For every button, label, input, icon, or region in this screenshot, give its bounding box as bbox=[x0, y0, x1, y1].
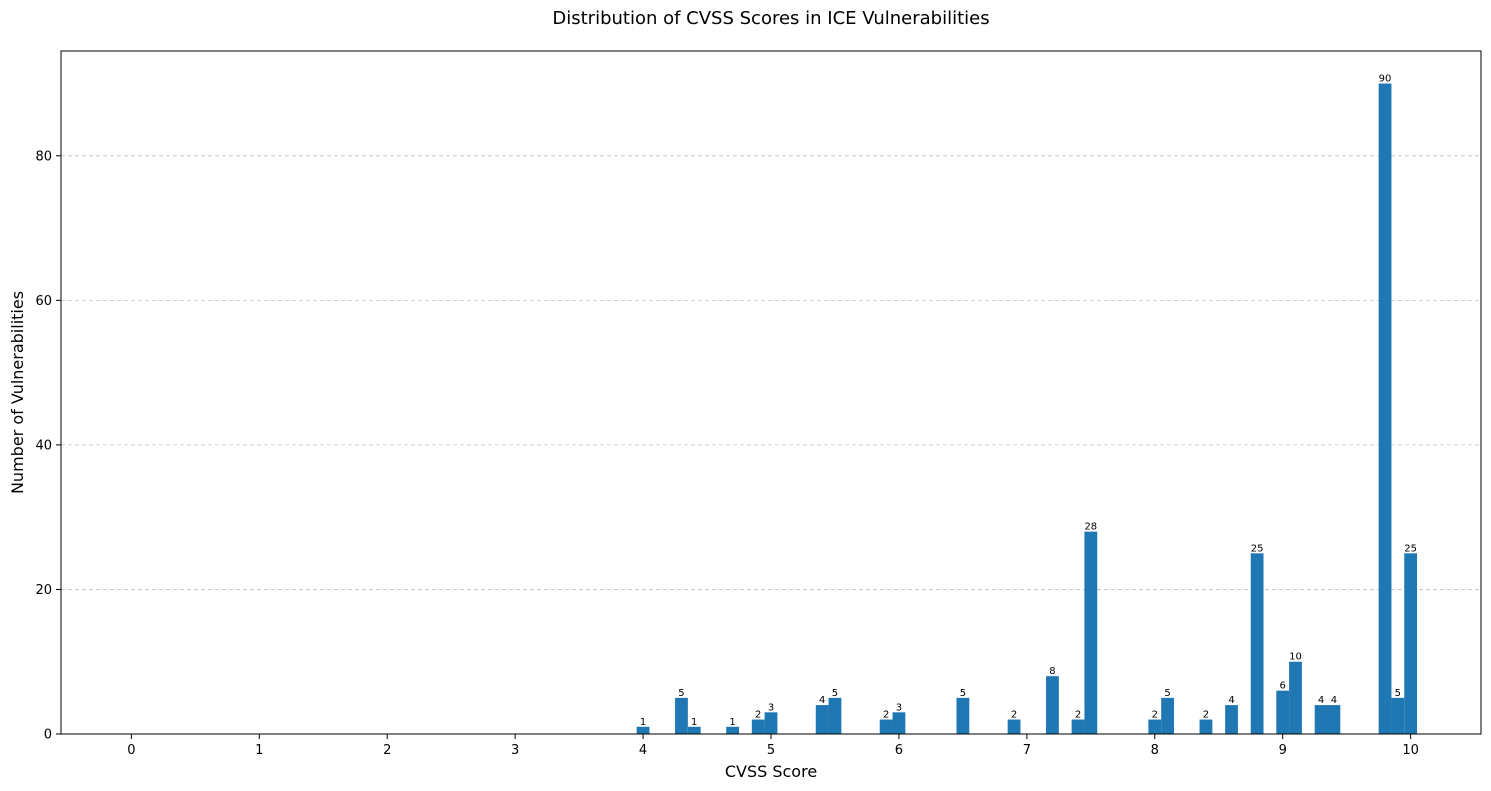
bar-value-label: 8 bbox=[1049, 666, 1055, 677]
bar-value-label: 2 bbox=[1152, 710, 1158, 721]
x-tick-label: 7 bbox=[1023, 743, 1031, 758]
bar bbox=[1314, 705, 1328, 734]
bar-value-label: 2 bbox=[1011, 710, 1017, 721]
x-tick-label: 3 bbox=[511, 743, 519, 758]
x-tick-label: 4 bbox=[639, 743, 647, 758]
x-tick-label: 2 bbox=[383, 743, 391, 758]
y-tick-label: 0 bbox=[44, 728, 52, 743]
bar bbox=[687, 726, 701, 734]
x-tick-label: 9 bbox=[1279, 743, 1287, 758]
bar-value-label: 25 bbox=[1251, 543, 1264, 554]
chart-title: Distribution of CVSS Scores in ICE Vulne… bbox=[552, 8, 989, 29]
y-axis-label: Number of Vulnerabilities bbox=[8, 291, 27, 494]
bar bbox=[1046, 676, 1059, 734]
bar-value-label: 1 bbox=[691, 717, 697, 728]
bars-group bbox=[636, 83, 1418, 735]
bar bbox=[956, 697, 970, 734]
x-tick-label: 10 bbox=[1402, 743, 1419, 758]
bar bbox=[1391, 697, 1405, 734]
x-tick-label: 1 bbox=[255, 743, 263, 758]
bar-value-label: 2 bbox=[1203, 710, 1209, 721]
x-tick-label: 8 bbox=[1151, 743, 1159, 758]
bar-value-label: 25 bbox=[1404, 543, 1417, 554]
x-tick-label: 0 bbox=[127, 743, 135, 758]
bar bbox=[1289, 661, 1302, 734]
bar bbox=[751, 719, 765, 734]
bar bbox=[1071, 719, 1085, 734]
bar-value-label: 2 bbox=[1075, 710, 1081, 721]
bar-value-label: 5 bbox=[960, 688, 966, 699]
bar-value-label: 4 bbox=[819, 695, 825, 706]
bar-value-label: 5 bbox=[1395, 688, 1401, 699]
y-grid bbox=[61, 155, 1481, 590]
bar bbox=[1084, 531, 1098, 734]
bar-value-label: 1 bbox=[640, 717, 646, 728]
bar bbox=[675, 697, 688, 734]
bar bbox=[815, 705, 829, 734]
x-tick-label: 6 bbox=[895, 743, 903, 758]
bar bbox=[1225, 705, 1238, 734]
bar bbox=[1327, 705, 1341, 734]
bar bbox=[1007, 719, 1021, 734]
bar-value-label: 6 bbox=[1280, 681, 1286, 692]
x-axis-ticks: 0 1 2 3 4 5 6 7 8 9 10 bbox=[127, 734, 1419, 758]
x-axis-label: CVSS Score bbox=[725, 762, 817, 781]
bar bbox=[879, 719, 893, 734]
y-tick-label: 40 bbox=[35, 438, 52, 453]
bar bbox=[1199, 719, 1213, 734]
bar-value-label: 4 bbox=[1331, 695, 1337, 706]
bar-value-label: 1 bbox=[729, 717, 735, 728]
y-axis-ticks: 0 20 40 60 80 bbox=[35, 149, 61, 743]
bar bbox=[828, 697, 842, 734]
bar bbox=[1250, 553, 1264, 734]
bar-value-label: 3 bbox=[768, 702, 774, 713]
y-tick-label: 80 bbox=[35, 149, 52, 164]
bar-value-label: 5 bbox=[832, 688, 838, 699]
bar bbox=[764, 712, 778, 734]
bar-value-label: 2 bbox=[755, 710, 761, 721]
bar bbox=[1148, 719, 1162, 734]
bar-value-label: 90 bbox=[1379, 74, 1392, 85]
bar-value-label: 2 bbox=[883, 710, 889, 721]
bar-value-label: 4 bbox=[1318, 695, 1324, 706]
y-tick-label: 60 bbox=[35, 294, 52, 309]
bar-value-label: 10 bbox=[1289, 652, 1302, 663]
bar bbox=[636, 726, 650, 734]
bar bbox=[1161, 697, 1174, 734]
bar bbox=[1404, 553, 1418, 734]
bar bbox=[1378, 83, 1392, 735]
bar-value-label: 5 bbox=[1164, 688, 1170, 699]
bar-value-label: 5 bbox=[678, 688, 684, 699]
bar-value-label: 3 bbox=[896, 702, 902, 713]
x-tick-label: 5 bbox=[767, 743, 775, 758]
bar bbox=[1276, 690, 1290, 734]
bar-value-label: 28 bbox=[1084, 522, 1097, 533]
bar bbox=[726, 726, 740, 734]
bar bbox=[892, 712, 906, 734]
bar-value-label: 4 bbox=[1228, 695, 1234, 706]
y-tick-label: 20 bbox=[35, 583, 52, 598]
